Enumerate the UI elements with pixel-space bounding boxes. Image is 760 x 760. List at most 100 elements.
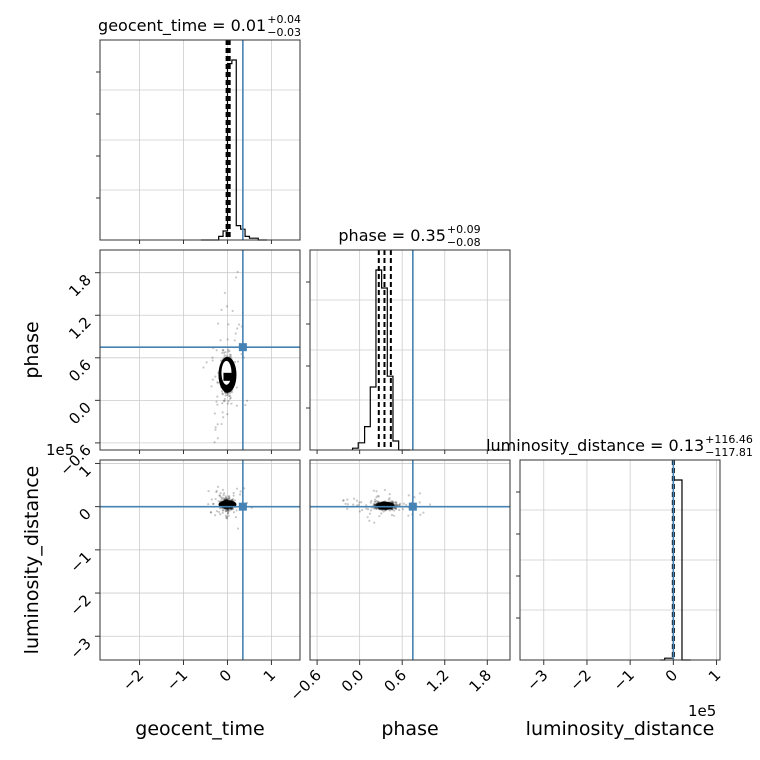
sample-point	[231, 508, 234, 511]
sample-point	[236, 327, 239, 330]
sample-point	[390, 508, 394, 511]
sample-point	[235, 509, 238, 512]
sample-point	[229, 391, 232, 395]
sample-point	[360, 501, 363, 504]
sample-point	[375, 499, 378, 503]
panel-title-luminosity_distance: luminosity_distance = 0.13	[486, 436, 704, 456]
sample-point	[212, 502, 215, 506]
sample-point	[392, 514, 396, 517]
hist-panel-geocent_time: geocent_time = 0.01 +0.04−0.03	[96, 13, 301, 241]
sample-point	[224, 392, 227, 395]
sample-point	[222, 349, 225, 352]
x-tick-label-geocent_time: −2	[119, 666, 147, 694]
sample-point	[352, 503, 355, 506]
x-tick-label-geocent_time: −1	[163, 666, 191, 694]
sample-point	[394, 507, 397, 510]
sample-point	[227, 400, 230, 403]
y-tick-label-phase: 0.0	[65, 398, 95, 428]
sample-point	[235, 487, 239, 490]
sample-point	[388, 497, 391, 500]
sample-point	[236, 270, 239, 273]
sample-point	[230, 507, 233, 510]
sample-point	[214, 426, 217, 429]
sample-point	[215, 510, 219, 513]
sample-point	[355, 499, 359, 502]
sample-point	[224, 495, 227, 498]
x-axis-label-luminosity_distance: luminosity_distance	[526, 718, 715, 740]
hist-panel-phase: phase = 0.35 +0.09−0.08	[306, 223, 511, 451]
sample-point	[227, 392, 230, 396]
y-tick-label-luminosity_distance: −1	[66, 548, 94, 576]
sample-point	[227, 509, 230, 512]
sample-point	[220, 422, 223, 426]
sample-point	[230, 499, 233, 502]
sample-point	[225, 509, 228, 512]
sample-point	[228, 497, 231, 500]
x-tick-label-geocent_time: 0	[216, 666, 235, 685]
sample-point	[378, 515, 381, 518]
sample-point	[236, 527, 240, 530]
sample-point	[368, 512, 372, 515]
sample-point	[227, 350, 230, 353]
sample-point	[214, 375, 217, 378]
sample-point	[217, 510, 221, 514]
sample-point	[217, 500, 220, 503]
sample-point	[228, 355, 232, 358]
sample-point	[227, 497, 230, 500]
sample-point	[223, 291, 226, 295]
sample-point	[373, 507, 376, 510]
sample-point	[233, 360, 237, 364]
title-plus-error: +116.46	[705, 433, 753, 446]
sample-point	[225, 515, 228, 518]
title-median: 0.35	[410, 226, 446, 245]
sample-point	[392, 500, 395, 504]
sample-point	[391, 507, 394, 511]
sample-points	[207, 485, 253, 530]
y-tick-label-phase: 1.2	[65, 313, 95, 343]
sample-point	[226, 393, 229, 397]
title-minus-error: −0.03	[267, 26, 301, 39]
sample-point	[221, 393, 224, 396]
sample-point	[215, 349, 218, 352]
sample-point	[222, 509, 225, 512]
sample-point	[205, 361, 208, 364]
sample-point	[373, 500, 376, 503]
sample-point	[210, 498, 213, 501]
x-tick-label-phase: 1.8	[466, 666, 496, 696]
y-offset-text: 1e5	[46, 441, 74, 459]
histogram-geocent_time	[201, 59, 268, 241]
sample-point	[391, 500, 394, 503]
y-tick-label-luminosity_distance: 1	[75, 462, 94, 481]
sample-point	[229, 356, 233, 359]
sample-point	[224, 394, 227, 397]
y-tick-label-luminosity_distance: −3	[66, 634, 94, 662]
sample-point	[222, 493, 225, 497]
sample-point	[207, 489, 210, 493]
title-equals: =	[207, 16, 231, 35]
x-tick-label-phase: 0.0	[338, 666, 368, 696]
sample-point	[229, 353, 233, 357]
sample-point	[227, 514, 230, 517]
sample-point	[217, 322, 220, 325]
sample-point	[370, 499, 373, 503]
sample-point	[221, 392, 224, 395]
sample-point	[225, 516, 228, 520]
sample-point	[215, 400, 218, 403]
sample-point	[398, 504, 401, 507]
sample-point	[218, 507, 222, 510]
sample-point	[234, 276, 238, 279]
sample-point	[221, 402, 224, 405]
y-tick-label-luminosity_distance: 0	[75, 505, 94, 524]
sample-point	[223, 354, 226, 357]
axes-frame	[309, 459, 511, 661]
sample-point	[344, 502, 347, 505]
x-tick-label-luminosity_distance: −3	[523, 666, 551, 694]
sample-point	[238, 493, 242, 496]
sample-point	[369, 501, 372, 504]
sample-point	[222, 416, 225, 419]
sample-point	[224, 509, 228, 512]
sample-point	[235, 404, 238, 407]
sample-point	[209, 511, 213, 514]
sample-point	[231, 309, 234, 313]
